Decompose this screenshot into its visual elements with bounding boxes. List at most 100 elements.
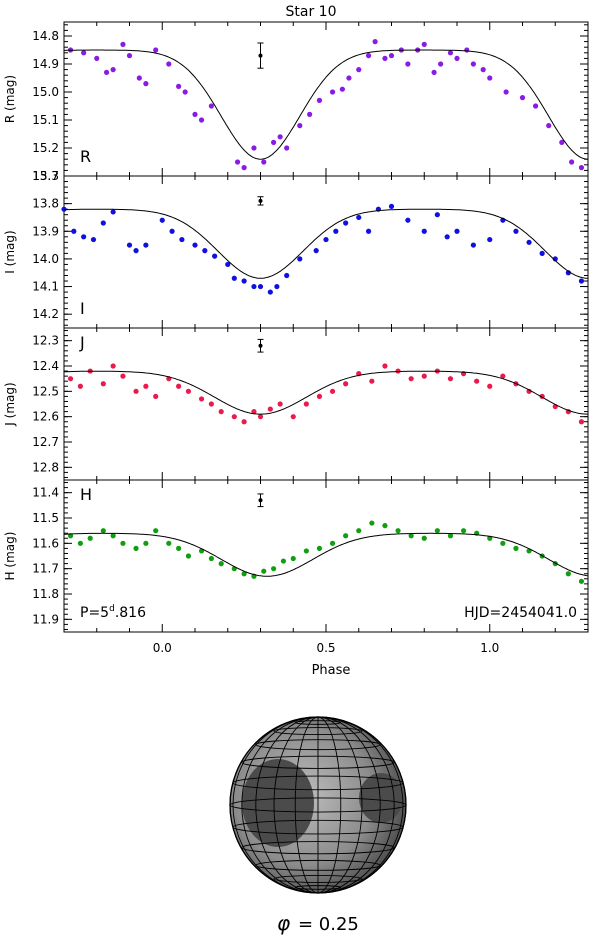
- longitude-line: [317, 717, 404, 893]
- y-tick-label: 11.5: [32, 511, 59, 525]
- data-point: [343, 533, 349, 539]
- data-point: [120, 41, 126, 48]
- band-label: I: [80, 299, 85, 318]
- data-point: [500, 373, 506, 379]
- data-point: [120, 373, 126, 379]
- data-point: [343, 220, 349, 226]
- data-point: [198, 396, 205, 402]
- longitude-line: [317, 717, 381, 893]
- data-point: [87, 535, 93, 541]
- data-point: [447, 376, 454, 382]
- data-point: [110, 533, 116, 539]
- data-point: [316, 545, 323, 552]
- data-point: [303, 548, 309, 554]
- data-point: [408, 376, 414, 382]
- data-point: [323, 236, 329, 243]
- data-point: [395, 368, 401, 374]
- data-point: [369, 520, 375, 526]
- data-point: [329, 89, 336, 95]
- data-point: [434, 528, 440, 534]
- longitude-line: [232, 717, 319, 893]
- data-point: [578, 165, 585, 171]
- data-point: [166, 61, 172, 67]
- data-point: [133, 388, 139, 394]
- band-label: R: [80, 147, 91, 166]
- data-point: [280, 558, 287, 564]
- data-point: [526, 239, 532, 245]
- data-point: [126, 53, 133, 59]
- data-point: [474, 378, 480, 384]
- y-tick-label: 13.7: [32, 169, 59, 183]
- data-point: [513, 545, 519, 552]
- svg-text:P=5d.816: P=5d.816: [80, 604, 146, 621]
- data-point: [578, 278, 585, 284]
- data-point: [257, 283, 264, 290]
- data-point: [153, 528, 159, 534]
- data-point: [395, 528, 401, 534]
- longitude-line: [255, 717, 319, 893]
- data-point: [307, 111, 313, 117]
- data-point: [405, 61, 411, 67]
- data-point: [241, 571, 247, 577]
- y-axis-label: J (mag): [3, 382, 17, 426]
- data-point: [77, 383, 83, 389]
- data-point: [405, 217, 411, 223]
- data-point: [176, 383, 182, 389]
- x-tick-label: 1.0: [480, 641, 499, 655]
- data-point: [176, 83, 182, 89]
- data-point: [277, 134, 283, 140]
- data-point: [185, 388, 192, 394]
- data-point: [329, 540, 336, 546]
- data-point: [369, 378, 375, 384]
- data-point: [231, 275, 237, 281]
- data-point: [218, 409, 224, 415]
- data-point: [192, 111, 198, 117]
- data-point: [421, 535, 427, 541]
- y-tick-label: 12.6: [32, 410, 59, 424]
- longitude-line: [273, 717, 319, 893]
- model-curve: [64, 49, 589, 160]
- data-point: [339, 86, 345, 92]
- longitude-line: [317, 717, 342, 893]
- data-point: [143, 81, 149, 87]
- y-tick-label: 13.9: [32, 224, 59, 238]
- data-point: [365, 228, 372, 234]
- data-point: [110, 67, 116, 73]
- y-tick-label: 15.0: [32, 85, 59, 99]
- y-tick-label: 14.0: [32, 252, 59, 266]
- y-axis-label: R (mag): [3, 75, 17, 123]
- data-point: [136, 75, 142, 81]
- data-point: [110, 363, 116, 369]
- data-point: [447, 50, 454, 56]
- y-tick-label: 12.4: [32, 359, 59, 373]
- data-point: [241, 278, 247, 284]
- y-tick-label: 15.3: [32, 169, 59, 183]
- data-point: [297, 123, 303, 129]
- data-point: [290, 414, 296, 420]
- data-point: [251, 283, 257, 290]
- y-axis-label: I (mag): [3, 230, 17, 273]
- data-point: [185, 553, 192, 559]
- data-point: [251, 409, 257, 415]
- data-point: [503, 89, 509, 95]
- data-point: [271, 139, 277, 145]
- data-point: [208, 555, 214, 562]
- data-point: [103, 69, 110, 75]
- data-point: [261, 159, 267, 165]
- data-point: [90, 236, 97, 243]
- data-point: [533, 103, 539, 109]
- data-point: [470, 61, 476, 67]
- y-tick-label: 12.5: [32, 384, 59, 398]
- data-point: [241, 419, 247, 425]
- data-point: [182, 89, 188, 95]
- band-label: H: [80, 485, 92, 504]
- data-point: [231, 414, 237, 420]
- y-tick-label: 12.7: [32, 435, 59, 449]
- longitude-line: [317, 717, 363, 893]
- data-point: [316, 393, 323, 399]
- data-point: [565, 270, 571, 276]
- data-point: [356, 67, 362, 73]
- data-point: [487, 236, 493, 243]
- x-tick-label: 0.5: [316, 641, 335, 655]
